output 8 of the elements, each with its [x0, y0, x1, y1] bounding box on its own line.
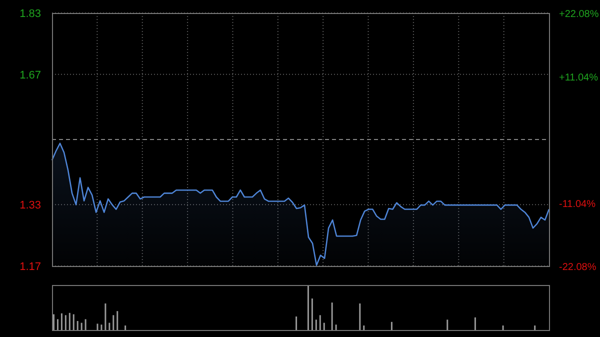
y2-tick-label: -22.08% — [559, 262, 596, 273]
y-tick-label: 1.17 — [20, 261, 41, 273]
y2-tick-label: +11.04% — [559, 72, 598, 84]
y-tick-label: 1.67 — [20, 69, 41, 82]
y2-tick-label: +22.08% — [559, 9, 599, 20]
y-tick-label: 1.83 — [20, 8, 41, 20]
y-tick-label: 1.33 — [20, 200, 41, 212]
y2-tick-label: -11.04% — [559, 198, 596, 210]
